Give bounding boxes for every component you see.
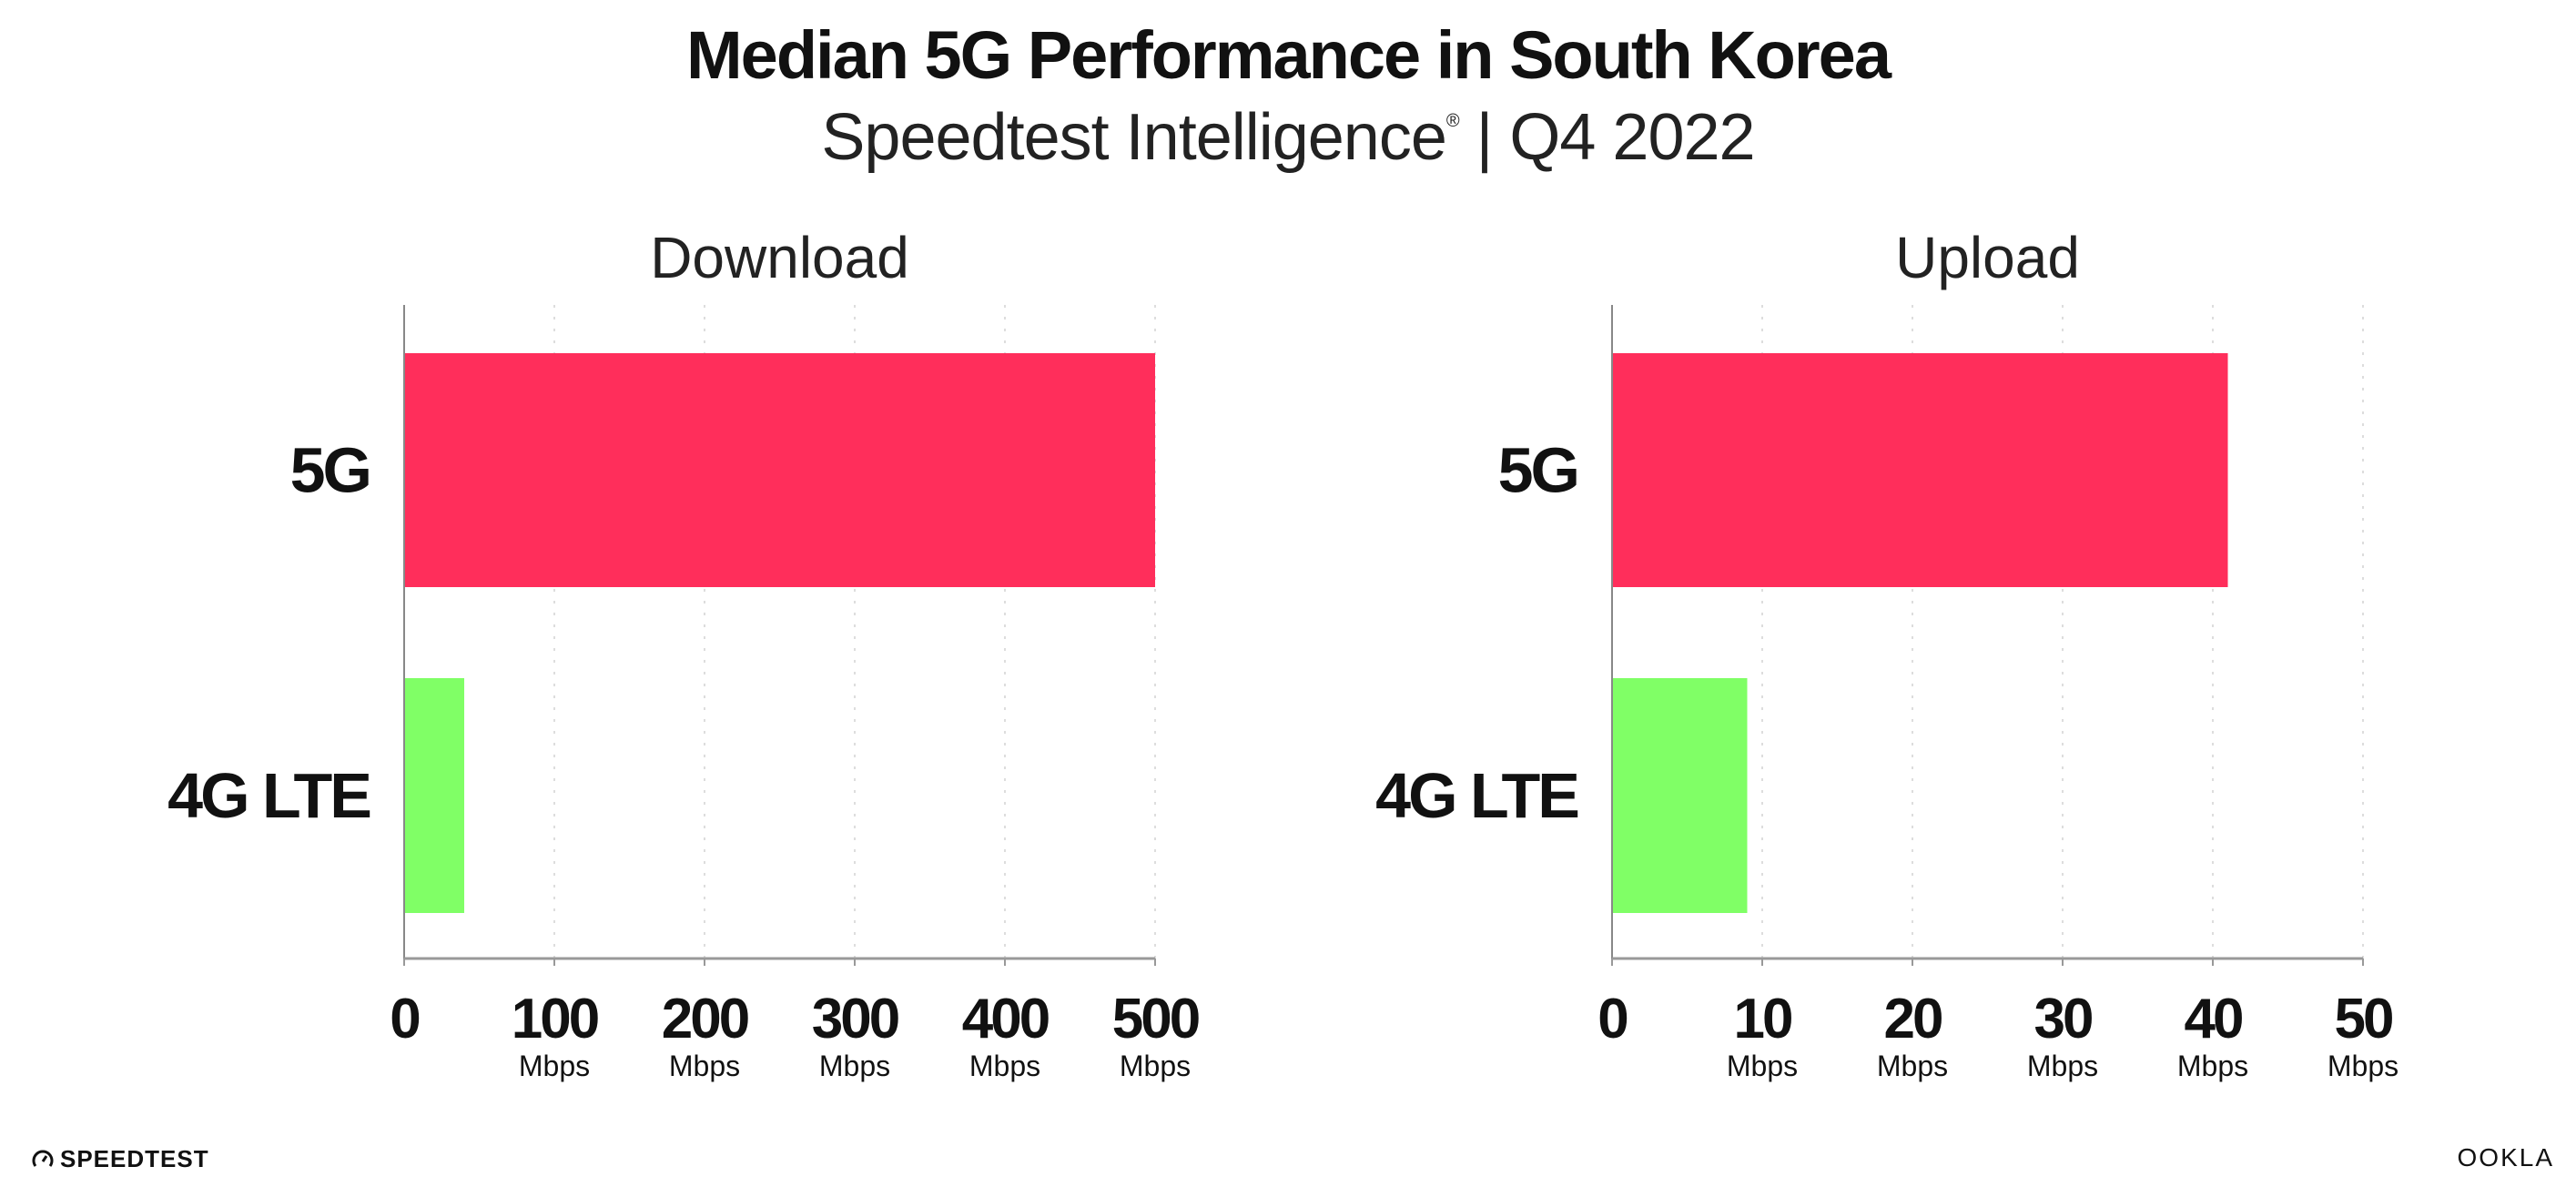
tick-unit-label: Mbps — [1727, 1050, 1798, 1082]
tick-unit-label: Mbps — [669, 1050, 740, 1082]
tick-label: 30 — [2034, 988, 2092, 1050]
panel-title-upload: Upload — [1895, 225, 2080, 290]
tick-unit-label: Mbps — [819, 1050, 890, 1082]
bar-5g — [1612, 353, 2228, 587]
category-label: 4G LTE — [1375, 760, 1577, 831]
registered-mark: ® — [1445, 111, 1460, 131]
tick-label: 0 — [390, 988, 419, 1050]
panel-title-download: Download — [650, 225, 909, 290]
tick-label: 50 — [2335, 988, 2392, 1050]
category-label: 5G — [290, 435, 370, 506]
tick-label: 0 — [1597, 988, 1627, 1050]
chart-title: Median 5G Performance in South Korea — [686, 17, 1891, 93]
tick-unit-label: Mbps — [2177, 1050, 2248, 1082]
tick-unit-label: Mbps — [969, 1050, 1040, 1082]
speedtest-logo-text: SPEEDTEST — [60, 1145, 209, 1172]
tick-unit-label: Mbps — [2328, 1050, 2399, 1082]
tick-unit-label: Mbps — [519, 1050, 590, 1082]
tick-label: 40 — [2185, 988, 2242, 1050]
category-label: 4G LTE — [167, 760, 370, 831]
bar-5g — [404, 353, 1155, 587]
bar-4g-lte — [404, 678, 464, 913]
tick-label: 200 — [662, 988, 748, 1050]
tick-unit-label: Mbps — [1120, 1050, 1191, 1082]
category-label: 5G — [1498, 435, 1577, 506]
speedtest-gauge-icon — [32, 1150, 54, 1167]
subtitle-period: | Q4 2022 — [1476, 101, 1756, 174]
speedtest-logo: SPEEDTEST — [31, 1145, 209, 1173]
tick-label: 300 — [812, 988, 898, 1050]
tick-label: 400 — [962, 988, 1049, 1050]
ookla-logo: OOKLA — [2457, 1143, 2554, 1172]
tick-label: 100 — [512, 988, 598, 1050]
bar-4g-lte — [1612, 678, 1748, 913]
tick-label: 20 — [1884, 988, 1942, 1050]
tick-unit-label: Mbps — [2027, 1050, 2098, 1082]
chart-subtitle: Speedtest Intelligence® | Q4 2022 — [0, 100, 2576, 175]
subtitle-main: Speedtest Intelligence — [821, 101, 1447, 174]
tick-label: 500 — [1112, 988, 1199, 1050]
tick-unit-label: Mbps — [1877, 1050, 1948, 1082]
tick-label: 10 — [1734, 988, 1791, 1050]
